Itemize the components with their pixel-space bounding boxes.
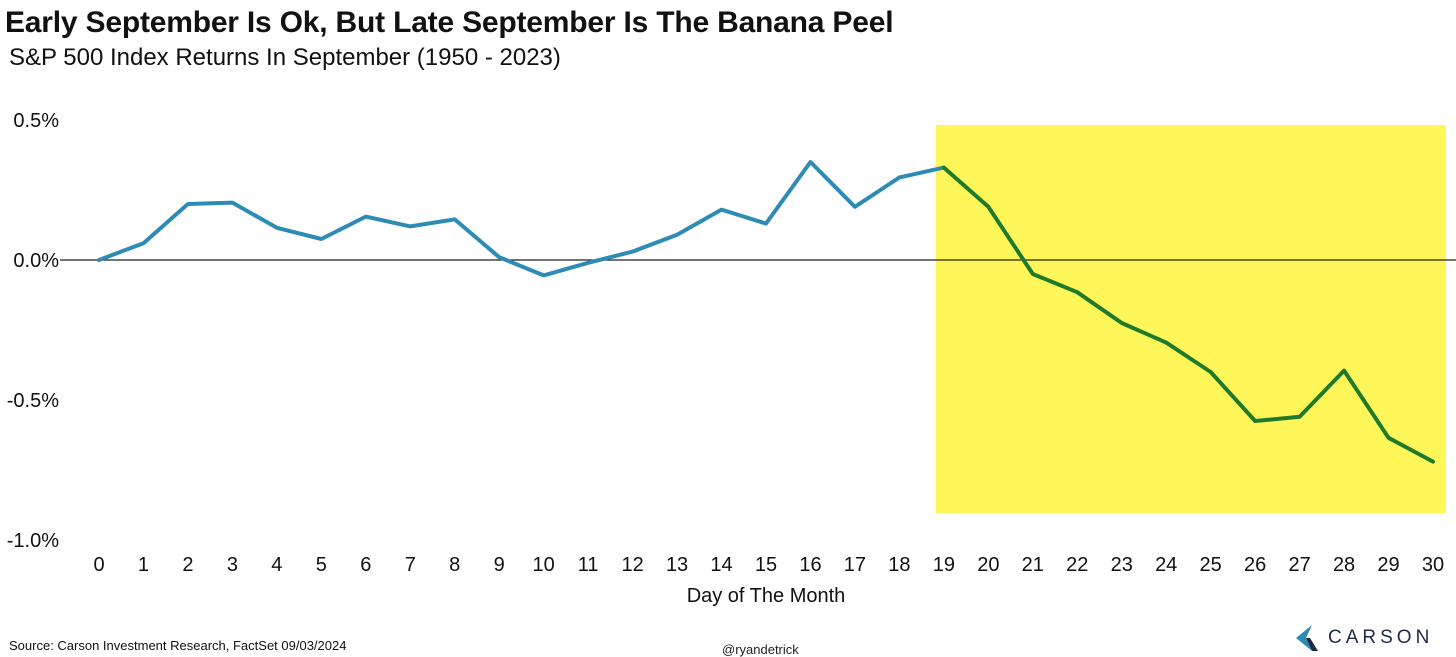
- x-tick-label: 24: [1155, 554, 1177, 576]
- chart-title: Early September Is Ok, But Late Septembe…: [5, 6, 894, 39]
- data-point: [720, 208, 724, 212]
- x-tick-label: 3: [227, 554, 238, 576]
- x-tick-label: 29: [1377, 554, 1399, 576]
- data-point: [230, 201, 234, 205]
- data-point: [986, 205, 990, 209]
- data-point: [1298, 415, 1302, 419]
- late-september-line: [941, 165, 1435, 464]
- x-tick-label: 8: [449, 554, 460, 576]
- x-tick-label: 25: [1200, 554, 1222, 576]
- data-point: [141, 241, 145, 245]
- data-point: [1031, 272, 1035, 276]
- late-september-highlight: [935, 125, 1446, 513]
- data-point: [497, 255, 501, 259]
- x-tick-label: 22: [1066, 554, 1088, 576]
- x-tick-label: 7: [405, 554, 416, 576]
- x-tick-label: 15: [755, 554, 777, 576]
- x-tick-label: 21: [1022, 554, 1044, 576]
- data-point: [319, 237, 323, 241]
- x-tick-label: 9: [494, 554, 505, 576]
- brand-logo: CARSON: [1292, 623, 1433, 653]
- data-point: [586, 261, 590, 265]
- x-tick-label: 17: [844, 554, 866, 576]
- y-tick-label: 0.0%: [13, 250, 59, 272]
- y-tick-label: 0.5%: [13, 110, 59, 132]
- y-axis-tick-labels: 0.5% 0.0% -0.5% -1.0%: [7, 110, 59, 552]
- x-tick-label: 6: [360, 554, 371, 576]
- carson-logo-icon: [1296, 625, 1318, 651]
- x-tick-label: 30: [1422, 554, 1444, 576]
- x-tick-label: 4: [271, 554, 282, 576]
- x-tick-label: 28: [1333, 554, 1355, 576]
- data-point: [408, 224, 412, 228]
- data-point: [1431, 460, 1435, 464]
- x-axis-label: Day of The Month: [687, 585, 846, 607]
- x-tick-label: 0: [93, 554, 104, 576]
- x-tick-label: 20: [977, 554, 999, 576]
- data-point: [942, 166, 946, 170]
- x-tick-label: 27: [1288, 554, 1310, 576]
- x-tick-label: 18: [888, 554, 910, 576]
- data-point: [453, 217, 457, 221]
- data-point: [1120, 321, 1124, 325]
- data-point: [1209, 370, 1213, 374]
- data-point: [1342, 369, 1346, 373]
- chart-subtitle: S&P 500 Index Returns In September (1950…: [9, 44, 561, 71]
- series-lines: [97, 160, 1435, 464]
- data-point: [764, 222, 768, 226]
- x-tick-label: 12: [621, 554, 643, 576]
- source-note: Source: Carson Investment Research, Fact…: [9, 638, 347, 653]
- data-point: [1164, 341, 1168, 345]
- y-tick-label: -1.0%: [7, 530, 59, 552]
- brand-name: CARSON: [1328, 627, 1434, 648]
- data-point: [97, 258, 101, 262]
- author-handle: @ryandetrick: [722, 642, 799, 657]
- data-point: [1075, 290, 1079, 294]
- x-tick-label: 26: [1244, 554, 1266, 576]
- data-point: [542, 273, 546, 277]
- x-tick-label: 2: [182, 554, 193, 576]
- x-tick-label: 1: [138, 554, 149, 576]
- y-tick-label: -0.5%: [7, 390, 59, 412]
- x-tick-label: 10: [533, 554, 555, 576]
- data-point: [853, 205, 857, 209]
- x-tick-label: 19: [933, 554, 955, 576]
- early-september-line: [97, 160, 946, 278]
- data-point: [1387, 436, 1391, 440]
- x-tick-label: 16: [799, 554, 821, 576]
- data-point: [631, 250, 635, 254]
- x-tick-label: 14: [710, 554, 732, 576]
- data-point: [275, 226, 279, 230]
- x-tick-label: 5: [316, 554, 327, 576]
- data-point: [186, 202, 190, 206]
- x-tick-label: 23: [1111, 554, 1133, 576]
- data-point: [364, 215, 368, 219]
- x-tick-label: 11: [578, 554, 599, 576]
- data-point: [675, 233, 679, 237]
- data-point: [897, 175, 901, 179]
- x-tick-label: 13: [666, 554, 688, 576]
- data-point: [1253, 419, 1257, 423]
- x-axis-tick-labels: 0 1 2 3 4 5 6 7 8 9 10 11 12 13 14 15 16 17 18 19 20 21 22 23 24…: [93, 554, 1444, 576]
- data-point: [808, 160, 812, 164]
